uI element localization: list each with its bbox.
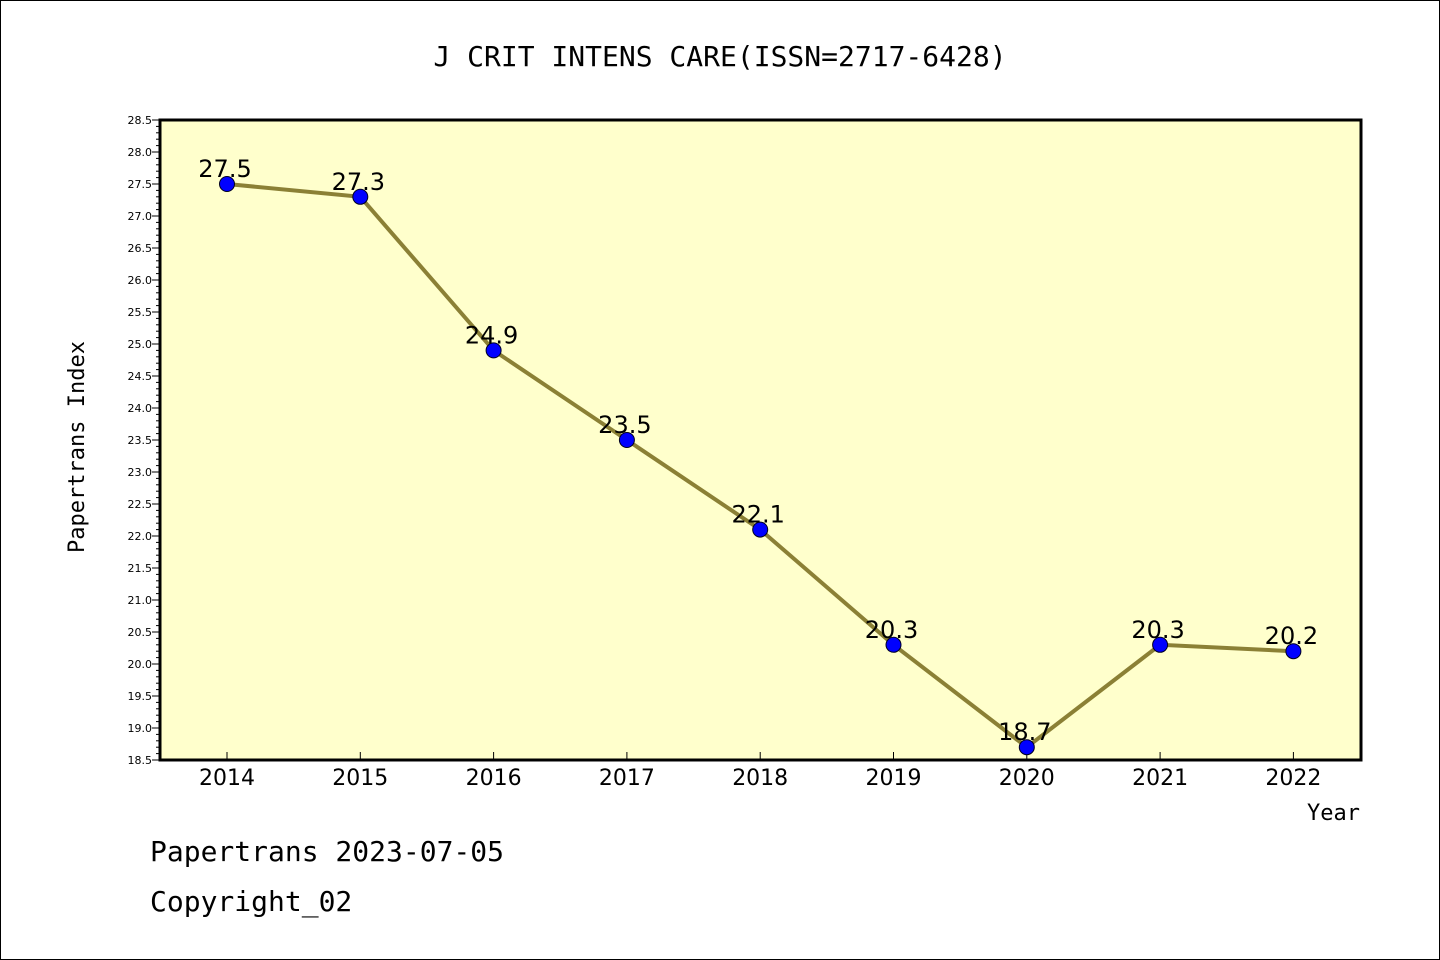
data-label: 20.3 (1131, 616, 1184, 644)
y-tick-label: 26.5 (128, 242, 153, 255)
data-label: 27.3 (332, 168, 385, 196)
data-point (618, 432, 635, 448)
y-tick-label: 20.0 (128, 658, 153, 671)
data-label: 27.5 (198, 155, 251, 183)
data-label: 24.9 (465, 321, 518, 349)
data-label: 23.5 (598, 411, 651, 439)
data-point (219, 176, 235, 192)
x-tick-label: 2020 (999, 766, 1055, 791)
x-tick-label: 2018 (732, 766, 788, 791)
x-axis: 2014 2015 2016 2017 2018 2019 2020 2021 2022 (199, 752, 1321, 791)
data-label: 20.3 (865, 616, 918, 644)
x-axis-title: Year (1307, 801, 1360, 826)
y-tick-label: 27.0 (128, 210, 153, 223)
chart-title: J CRIT INTENS CARE(ISSN=2717-6428) (433, 40, 1006, 73)
y-tick-label: 25.5 (128, 306, 153, 319)
footer-copyright: Copyright_02 (150, 885, 353, 918)
y-axis-title: Papertrans Index (65, 341, 90, 553)
y-tick-label: 22.0 (128, 530, 153, 543)
y-tick-label: 19.0 (128, 722, 153, 735)
x-tick-label: 2022 (1265, 766, 1321, 791)
x-tick-label: 2021 (1132, 766, 1188, 791)
data-point (352, 188, 369, 205)
data-point (1285, 643, 1302, 660)
data-point (1152, 636, 1169, 653)
data-labels: 27.5 27.3 24.9 23.5 22.1 20.3 18.7 20.3 20.2 (198, 155, 1318, 746)
y-tick-label: 24.0 (128, 402, 153, 415)
data-label: 18.7 (998, 718, 1051, 746)
y-tick-label: 20.5 (128, 626, 153, 639)
y-tick-label: 19.5 (128, 690, 153, 703)
y-tick-label: 25.0 (128, 338, 153, 351)
x-tick-label: 2019 (866, 766, 922, 791)
y-tick-label: 28.5 (128, 114, 153, 127)
y-tick-label: 24.5 (128, 370, 153, 383)
y-tick-label: 26.0 (128, 274, 153, 287)
y-tick-label: 21.5 (128, 562, 153, 575)
data-label: 20.2 (1265, 622, 1318, 650)
y-tick-label: 21.0 (128, 594, 153, 607)
x-tick-label: 2016 (466, 766, 522, 791)
y-tick-label: 22.5 (128, 498, 153, 511)
data-point (1018, 739, 1035, 756)
y-tick-label: 28.0 (128, 146, 153, 159)
data-point (885, 636, 902, 653)
markers (219, 176, 1302, 756)
data-label: 22.1 (731, 501, 784, 529)
y-tick-label: 23.5 (128, 434, 153, 447)
y-tick-label: 27.5 (128, 178, 153, 191)
y-tick-label: 23.0 (128, 466, 153, 479)
x-tick-label: 2017 (599, 766, 655, 791)
plot-area (158, 118, 1363, 762)
data-point (752, 521, 769, 538)
y-axis: 18.5 19.0 19.5 20.0 20.5 21.0 21.5 22.0 22.5 23.0… (128, 114, 160, 767)
x-tick-label: 2015 (332, 766, 388, 791)
footer-date-line: Papertrans 2023-07-05 (150, 835, 505, 868)
y-tick-label: 18.5 (128, 754, 153, 767)
x-tick-label: 2014 (199, 766, 255, 791)
data-point (485, 342, 502, 359)
